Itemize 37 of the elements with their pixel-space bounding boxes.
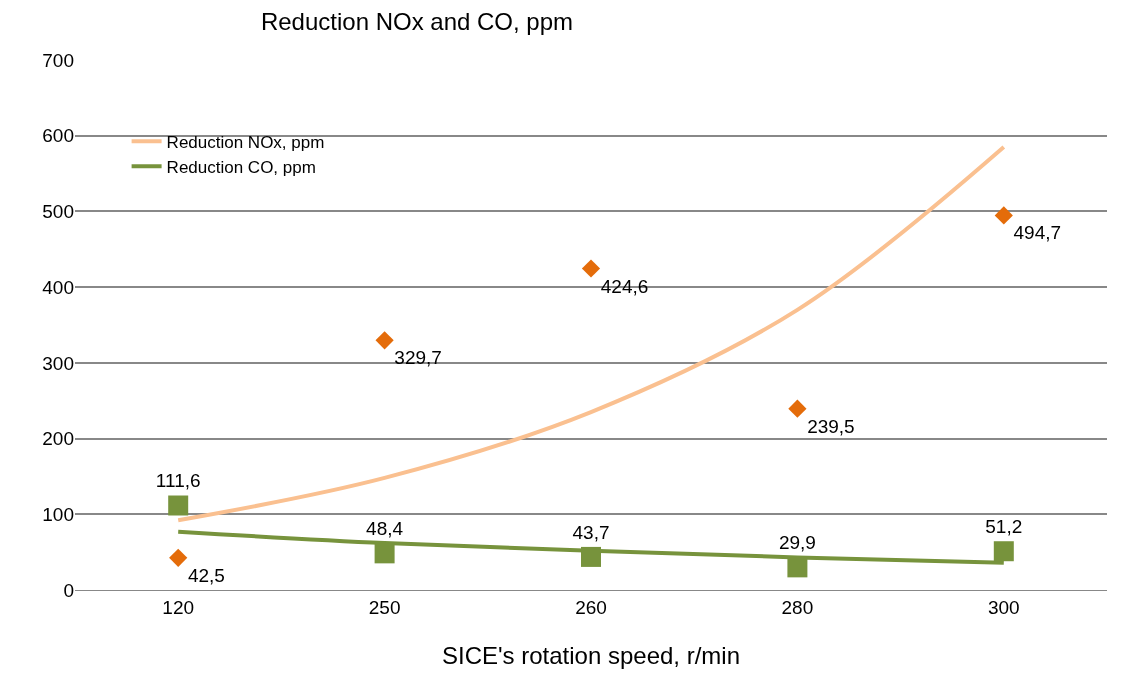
legend-label: Reduction CO, ppm	[166, 157, 316, 177]
data-label: 329,7	[394, 347, 442, 369]
y-tick-label: 600	[42, 125, 74, 147]
y-tick-label: 400	[42, 276, 74, 298]
x-tick-label: 250	[368, 596, 401, 618]
y-tick-label: 100	[42, 503, 74, 525]
point	[994, 206, 1013, 225]
x-tick-label: 260	[575, 596, 607, 618]
x-tick-label: 280	[781, 596, 814, 618]
data-label: 42,5	[187, 564, 225, 586]
y-tick-label: 700	[42, 49, 74, 71]
y-tick-label: 300	[42, 352, 74, 374]
point	[581, 259, 601, 278]
y-tick-label: 500	[42, 201, 74, 223]
data-label: 48,4	[366, 518, 404, 540]
data-label: 111,6	[155, 470, 201, 492]
x-tick-label: 120	[162, 596, 195, 618]
data-label: 239,5	[807, 415, 855, 437]
y-tick-label: 200	[42, 428, 74, 450]
point	[374, 543, 395, 564]
y-tick-label: 0	[63, 579, 74, 601]
chart-title: Reduction NOx and CO, ppm	[260, 8, 574, 35]
point	[787, 557, 808, 578]
point	[993, 541, 1014, 562]
x-axis-title: SICE's rotation speed, r/min	[441, 642, 741, 670]
point	[581, 546, 601, 567]
data-label: 43,7	[572, 521, 610, 543]
data-label: 494,7	[1013, 222, 1062, 244]
point	[375, 331, 394, 350]
data-label: 51,2	[985, 515, 1023, 537]
x-tick-label: 300	[987, 596, 1020, 618]
point	[168, 495, 189, 516]
point	[788, 399, 807, 418]
point	[169, 548, 188, 567]
data-label: 29,9	[778, 532, 816, 554]
legend-label: Reduction NOx, ppm	[166, 132, 325, 152]
data-label: 424,6	[600, 275, 649, 297]
